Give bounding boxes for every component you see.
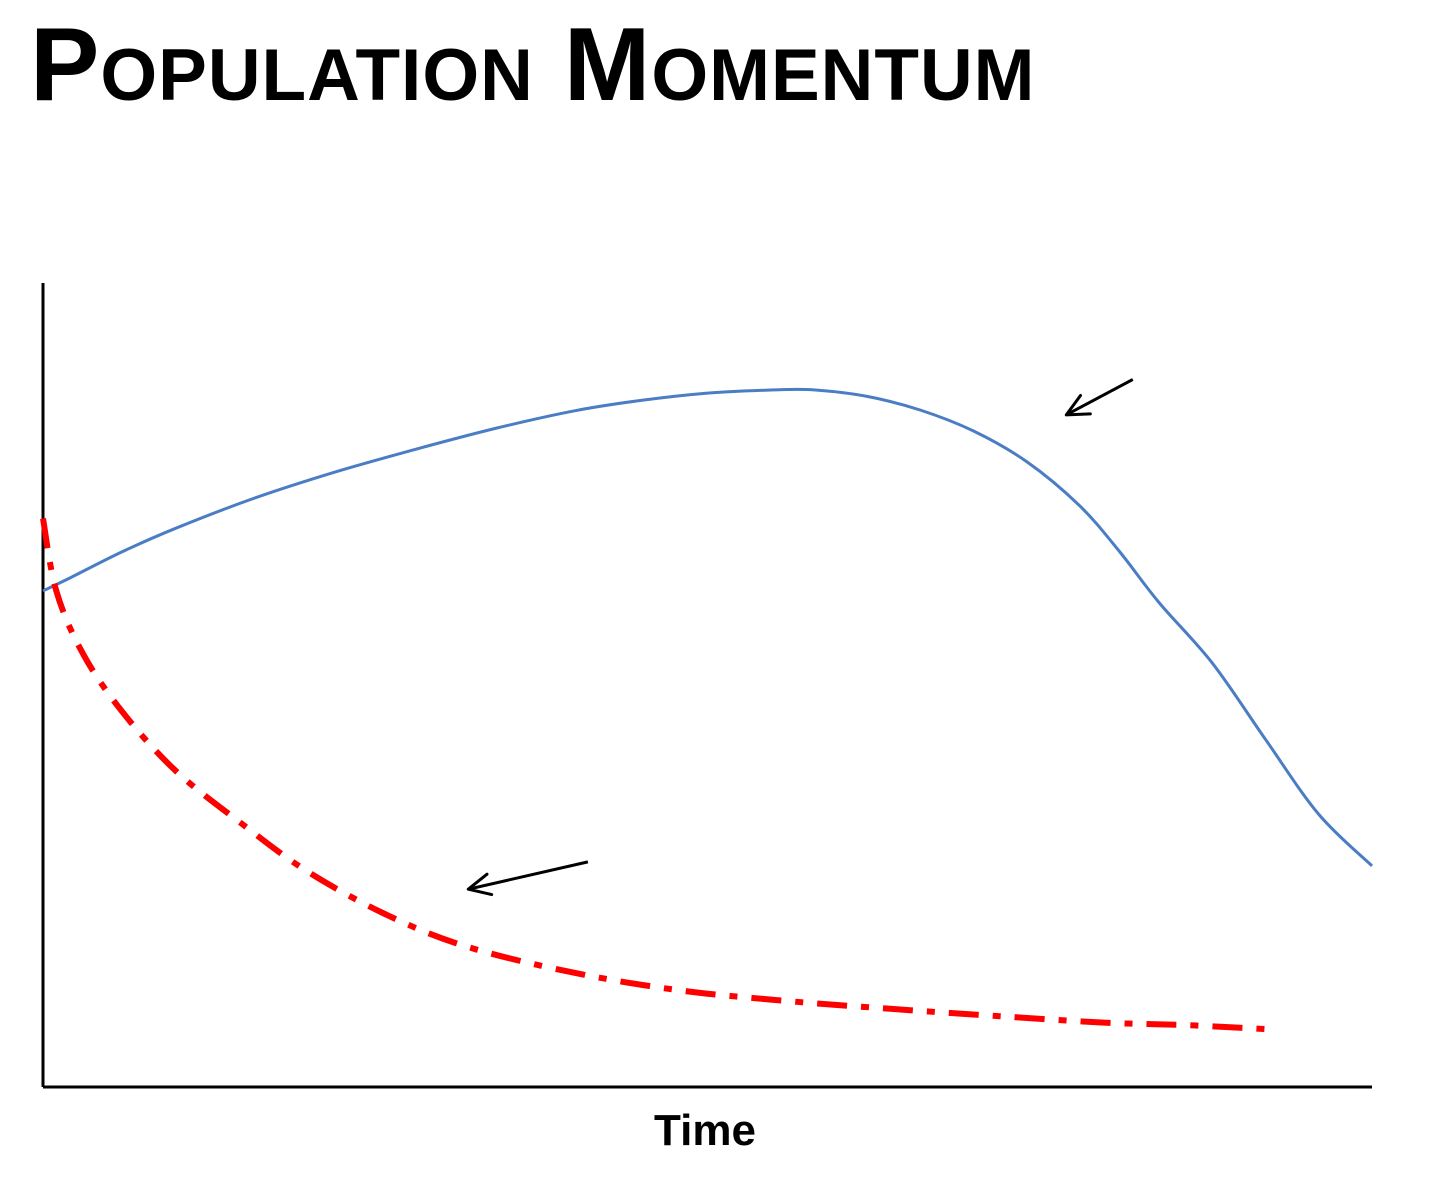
arrow-head [1064, 394, 1092, 417]
x-axis-label: Time [654, 1106, 756, 1155]
series-line-decline [40, 518, 1266, 1033]
series-line-momentum [42, 387, 1374, 867]
plot-area [40, 283, 1374, 1089]
chart-title: Population Momentum [30, 7, 1036, 123]
arrow-shaft [1065, 378, 1134, 417]
annotation-arrow-1 [1064, 378, 1134, 417]
arrow-shaft [467, 860, 589, 891]
arrow-head [466, 872, 494, 897]
series-layer [40, 387, 1374, 1033]
annotation-arrow-2 [466, 860, 589, 897]
annotation-layer [466, 378, 1134, 897]
